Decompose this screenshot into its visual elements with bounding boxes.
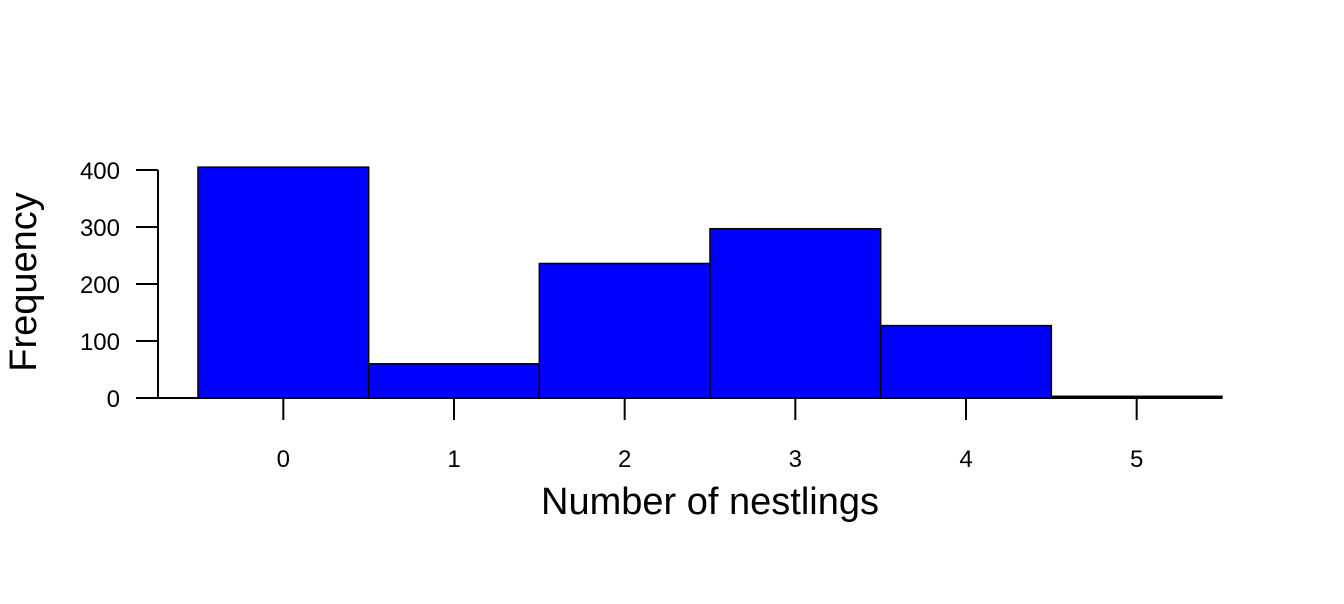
bar-3 bbox=[709, 227, 882, 399]
x-tick-label: 2 bbox=[618, 446, 631, 473]
y-tick-label: 400 bbox=[80, 158, 120, 185]
y-axis-ticks: 0 100 200 300 400 bbox=[80, 158, 158, 413]
x-tick-label: 4 bbox=[959, 446, 972, 473]
bars-group bbox=[197, 166, 1223, 399]
x-tick-label: 1 bbox=[447, 446, 460, 473]
x-tick-label: 0 bbox=[277, 446, 290, 473]
bar-1 bbox=[367, 363, 541, 399]
x-axis-title: Number of nestlings bbox=[541, 481, 879, 523]
y-axis-title: Frequency bbox=[3, 192, 45, 372]
bar-0 bbox=[197, 166, 370, 399]
bar-4 bbox=[879, 324, 1053, 399]
bar-2 bbox=[538, 262, 711, 399]
y-tick-label: 200 bbox=[80, 272, 120, 299]
x-tick-label: 3 bbox=[789, 446, 802, 473]
x-axis-ticks: 0 1 2 3 4 5 bbox=[277, 398, 1143, 473]
y-tick-label: 100 bbox=[80, 329, 120, 356]
y-tick-label: 0 bbox=[107, 386, 120, 413]
x-tick-label: 5 bbox=[1130, 446, 1143, 473]
y-tick-label: 300 bbox=[80, 215, 120, 242]
